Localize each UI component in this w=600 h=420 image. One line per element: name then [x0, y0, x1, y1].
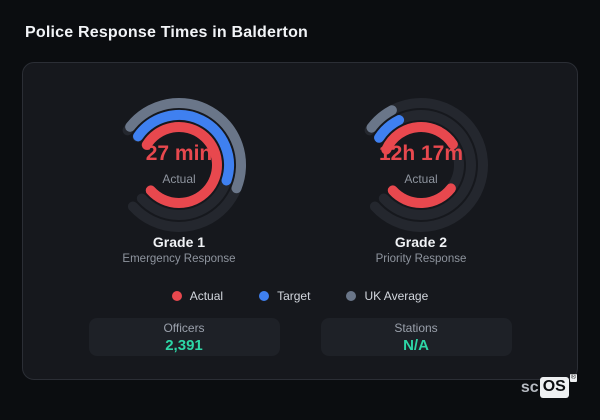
- stat-officers: Officers 2,391: [88, 318, 280, 356]
- ring-arc-target: [374, 115, 405, 143]
- ring-arc-target: [133, 110, 234, 186]
- legend-label: Actual: [189, 289, 224, 303]
- stat-stations: Stations N/A: [320, 318, 512, 356]
- ring-track: [374, 110, 476, 220]
- legend-label: Target: [277, 289, 311, 303]
- stat-label: Officers: [163, 320, 205, 335]
- gauge-subtitle: Priority Response: [375, 253, 467, 265]
- stats-row: Officers 2,391 Stations N/A: [23, 318, 577, 356]
- legend-item-actual[interactable]: Actual: [171, 289, 224, 303]
- legend-item-uk-average[interactable]: UK Average: [346, 289, 428, 303]
- ring-arc-actual: [381, 122, 458, 155]
- gauge-grade-2-chart: 12h 17m Actual: [346, 90, 496, 240]
- legend: Actual Target UK Average: [23, 289, 577, 303]
- legend-dot-actual: [171, 291, 182, 301]
- ring-arc-actual: [141, 122, 222, 208]
- stat-value: 2,391: [165, 336, 203, 354]
- ring-track: [364, 98, 488, 232]
- dashboard-card: 27 min Actual Grade 1 Emergency Response…: [22, 62, 578, 380]
- ring-arc-uk-average: [366, 105, 397, 133]
- legend-item-target[interactable]: Target: [259, 289, 310, 303]
- ring-arc-uk-average: [125, 97, 246, 194]
- gauge-title: Grade 1: [152, 234, 206, 250]
- legend-dot-uk-average: [346, 291, 357, 301]
- registered-mark-icon: ®: [569, 374, 577, 382]
- legend-label: UK Average: [364, 289, 429, 303]
- gauge-grade-1: 27 min Actual Grade 1 Emergency Response: [63, 90, 295, 265]
- page-title: Police Response Times in Balderton: [25, 24, 309, 41]
- stat-label: Stations: [394, 320, 438, 335]
- ring-arc-actual: [387, 183, 456, 208]
- stat-value: N/A: [403, 336, 429, 354]
- gauge-ring-chart: [364, 98, 488, 232]
- legend-dot-target: [259, 291, 270, 301]
- gauge-grade-2: 12h 17m Actual Grade 2 Priority Response: [305, 90, 537, 265]
- scos-logo: sc OS ®: [520, 374, 577, 398]
- gauge-subtitle: Emergency Response: [122, 253, 236, 265]
- gauge-title: Grade 2: [394, 234, 448, 250]
- gauge-grade-1-chart: 27 min Actual: [104, 90, 254, 240]
- scos-logo-suffix: OS: [539, 377, 569, 398]
- scos-logo-prefix: sc: [520, 378, 539, 396]
- gauge-ring-chart: [122, 97, 246, 232]
- gauges-row: 27 min Actual Grade 1 Emergency Response…: [23, 63, 577, 265]
